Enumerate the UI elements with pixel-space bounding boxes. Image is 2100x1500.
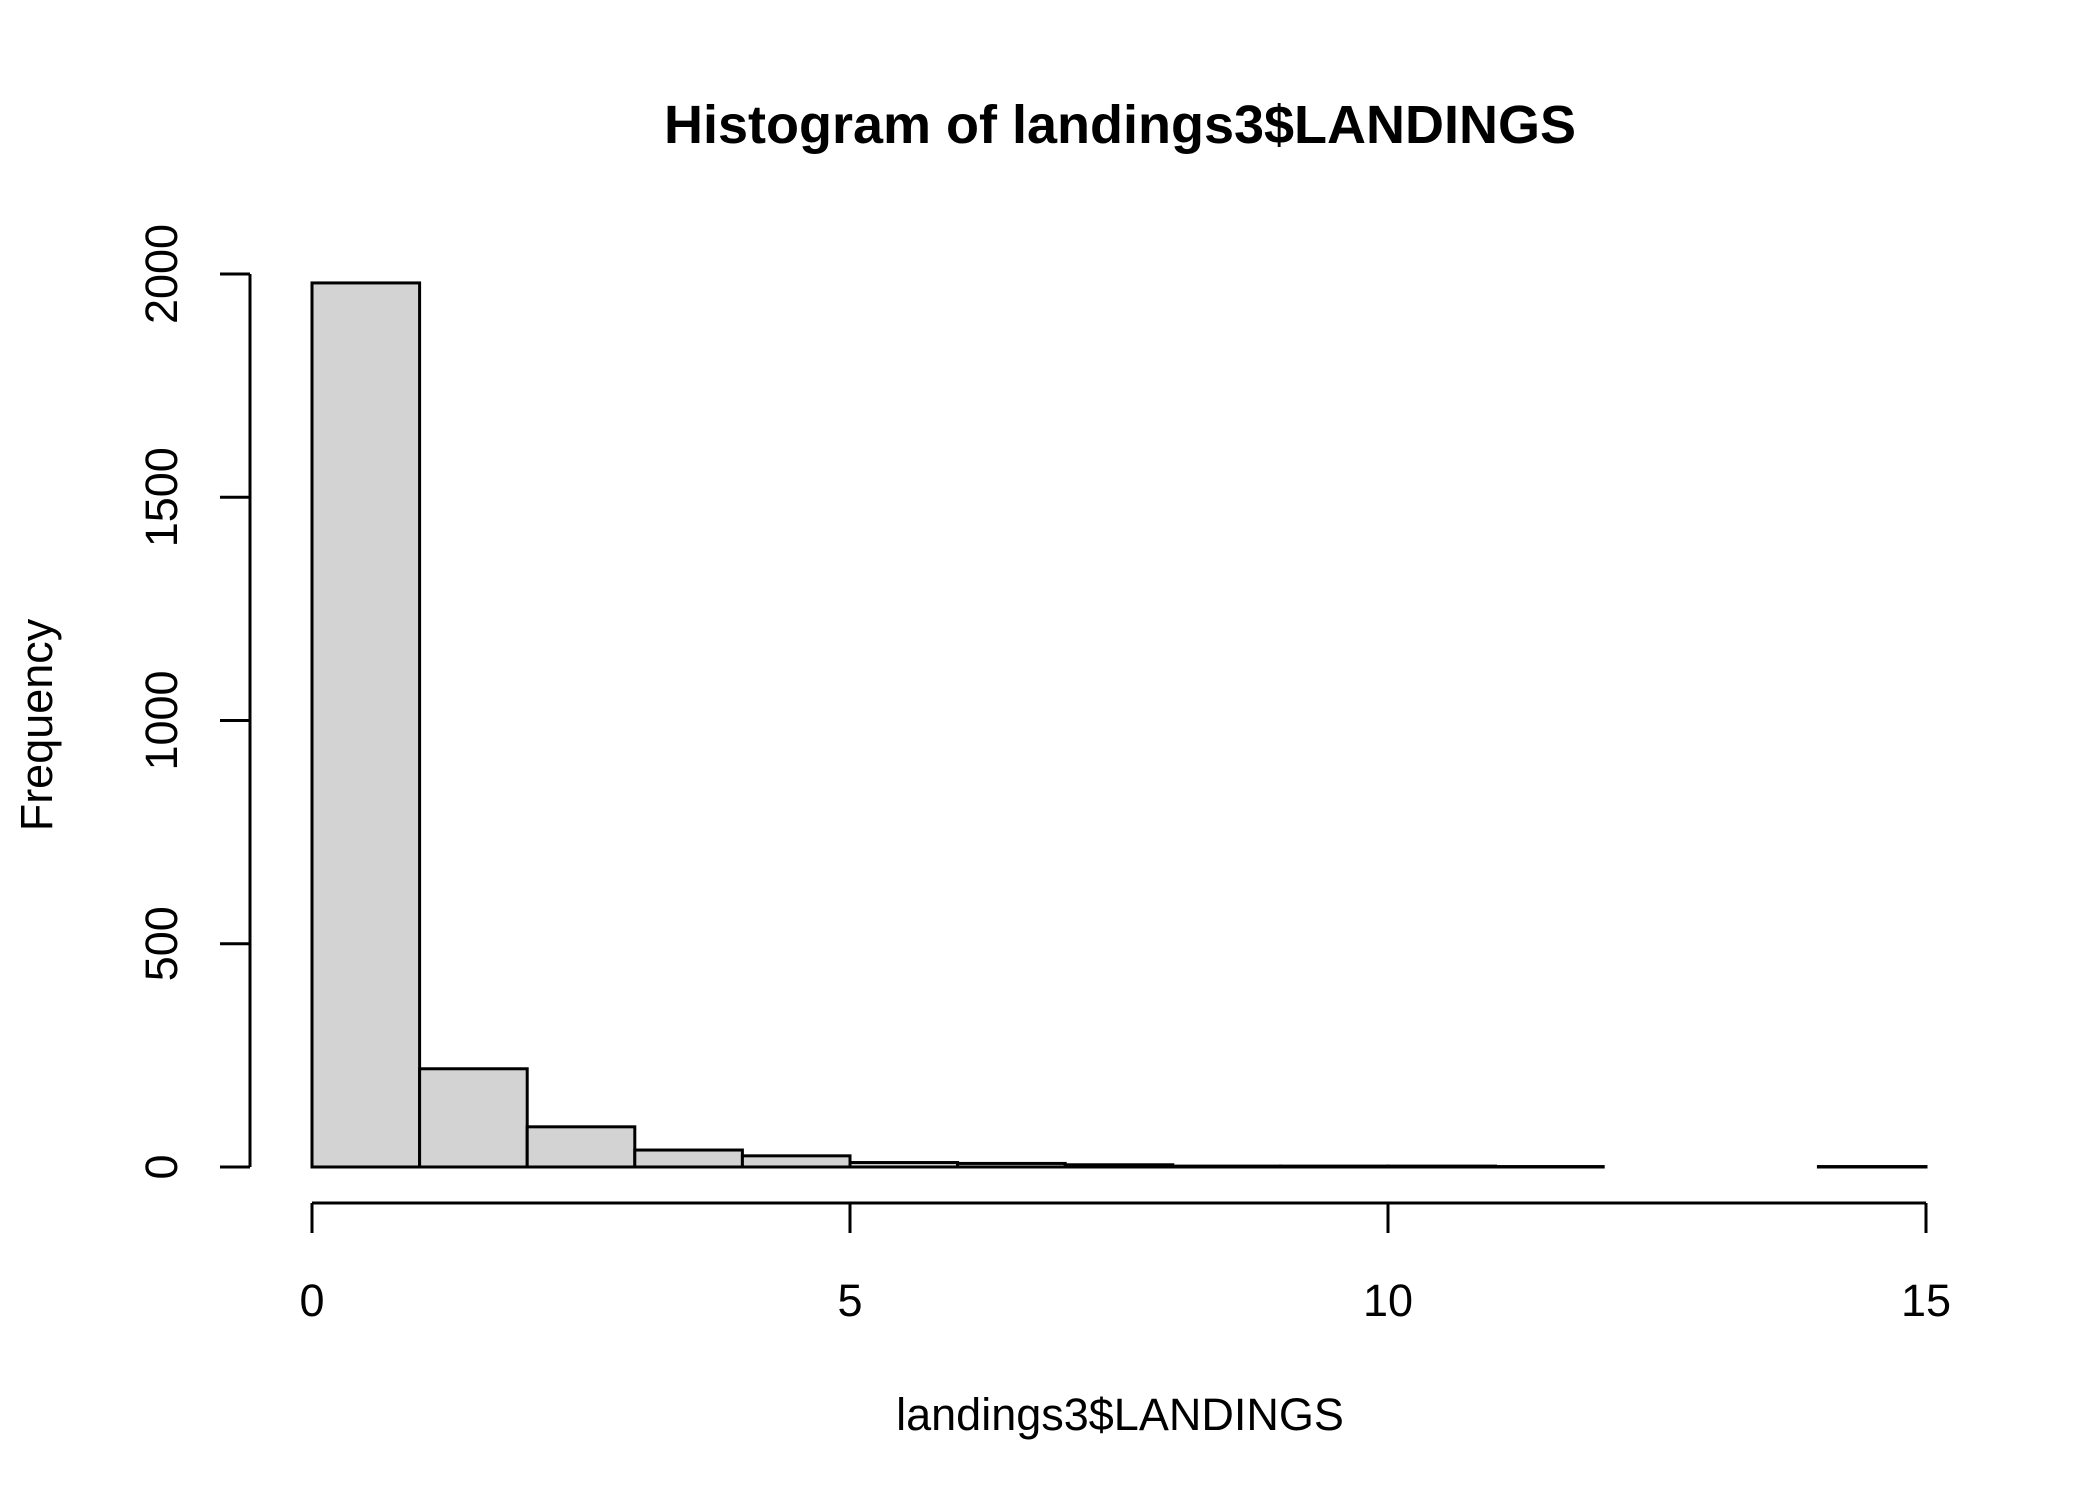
x-tick-label-2: 10 [1363, 1275, 1413, 1326]
histogram-bar-3 [633, 1148, 744, 1169]
y-tick-label-1: 500 [136, 906, 187, 981]
x-axis: 0 5 10 15 [299, 1201, 1951, 1326]
y-axis-label: Frequency [11, 618, 62, 831]
chart-title: Histogram of landings3$LANDINGS [664, 95, 1576, 155]
histogram-bar-7 [1063, 1163, 1175, 1169]
x-tick-label-3: 15 [1901, 1275, 1951, 1326]
y-tick-label-0: 0 [136, 1154, 187, 1179]
y-tick-label-2: 1000 [136, 670, 187, 770]
y-axis: 0 500 1000 1500 2000 [136, 224, 252, 1180]
histogram-bar-10 [1386, 1164, 1498, 1169]
histogram-bar-2 [525, 1125, 637, 1169]
histogram-bar-4 [740, 1154, 852, 1169]
histogram-bar-0 [310, 281, 422, 1169]
histogram-bar-8 [1171, 1164, 1282, 1169]
bars-group [310, 281, 1928, 1169]
y-tick-label-3: 1500 [136, 447, 187, 547]
histogram-bar-5 [848, 1161, 960, 1169]
histogram-bar-6 [956, 1161, 1067, 1169]
histogram-bar-9 [1278, 1164, 1390, 1169]
histogram-bar-1 [418, 1067, 529, 1169]
x-tick-label-1: 5 [837, 1275, 862, 1326]
x-axis-label: landings3$LANDINGS [896, 1389, 1344, 1440]
y-tick-label-4: 2000 [136, 224, 187, 324]
x-tick-label-0: 0 [299, 1275, 324, 1326]
